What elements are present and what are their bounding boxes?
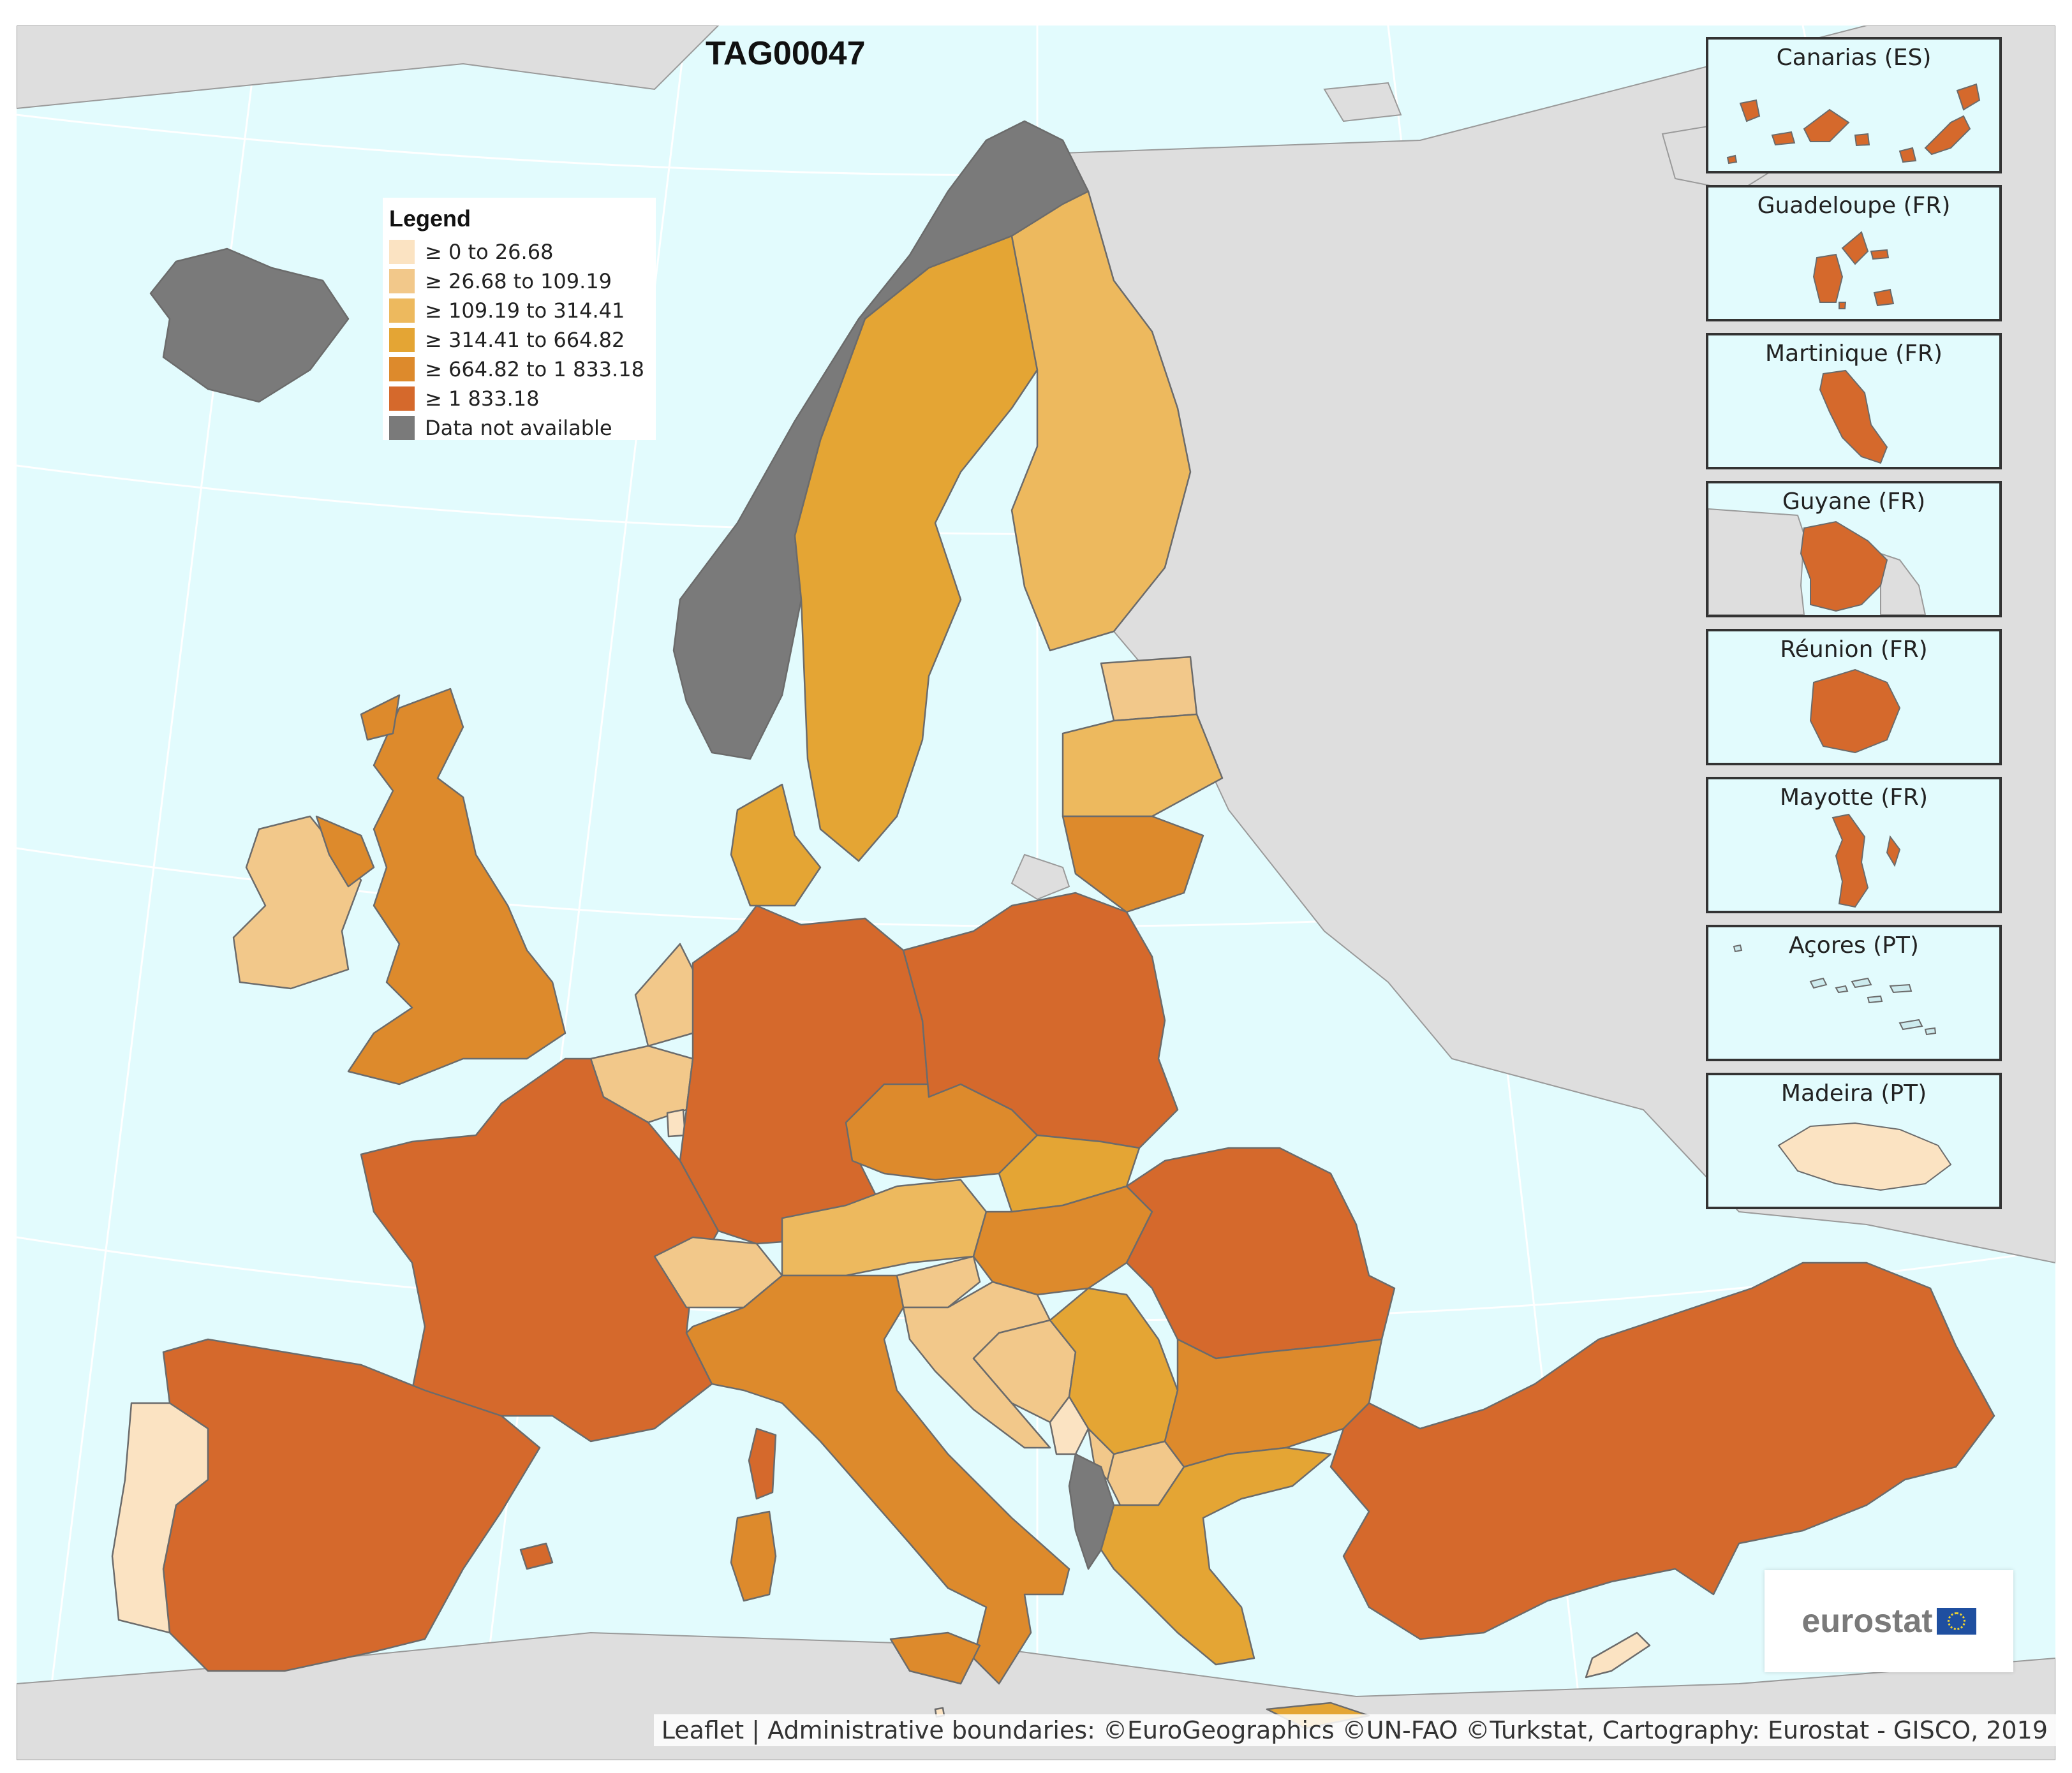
cyprus (1585, 1631, 1651, 1679)
legend-swatch (389, 298, 415, 323)
legend-item: ≥ 1 833.18 (389, 384, 652, 413)
netherlands (634, 943, 700, 1047)
legend-swatch (389, 357, 415, 381)
inset-mayotte[interactable]: Mayotte (FR) (1706, 777, 2002, 913)
montenegro (1049, 1395, 1090, 1455)
inset-map (1812, 231, 1895, 309)
inset-label: Madeira (PT) (1780, 1080, 1927, 1107)
inset-madeira[interactable]: Madeira (PT) (1706, 1073, 2002, 1209)
inset-map (1819, 369, 1888, 464)
inset-label: Réunion (FR) (1780, 636, 1928, 663)
inset-label: Mayotte (FR) (1779, 784, 1928, 811)
map-title: TAG00047 (706, 35, 866, 72)
logo-text: eurostat (1802, 1603, 1933, 1640)
greece (1100, 1446, 1332, 1666)
legend-item: ≥ 109.19 to 314.41 (389, 296, 652, 325)
inset-map (1832, 813, 1901, 908)
estonia (1100, 656, 1198, 722)
sweden (794, 235, 1039, 862)
legend-label: ≥ 314.41 to 664.82 (425, 328, 625, 352)
inset-label: Martinique (FR) (1765, 341, 1943, 367)
denmark (730, 783, 822, 907)
legend-label: ≥ 1 833.18 (425, 386, 540, 411)
legend-label: ≥ 0 to 26.68 (425, 240, 554, 264)
sardinia (730, 1510, 777, 1602)
poland (902, 892, 1179, 1149)
legend-item: ≥ 26.68 to 109.19 (389, 267, 652, 296)
luxembourg (666, 1108, 686, 1138)
inset-guadeloupe[interactable]: Guadeloupe (FR) (1706, 185, 2002, 321)
balearic-islands (519, 1542, 554, 1570)
inset-map (1726, 83, 1981, 165)
inset-guyane[interactable]: Guyane (FR) (1706, 481, 2002, 617)
turkey (1329, 1262, 1995, 1640)
romania (1125, 1147, 1396, 1360)
eurostat-logo[interactable]: eurostat (1765, 1570, 2013, 1672)
legend-label: Data not available (425, 416, 612, 440)
inset-map (1777, 1122, 1952, 1191)
legend-item: ≥ 0 to 26.68 (389, 237, 652, 267)
lithuania (1062, 815, 1204, 913)
inset-label: Guadeloupe (FR) (1757, 193, 1951, 219)
legend-item: Data not available (389, 413, 652, 443)
map-attribution[interactable]: Leaflet | Administrative boundaries: ©Eu… (653, 1714, 2055, 1746)
legend-swatch (389, 416, 415, 440)
finland (1010, 190, 1192, 652)
united-kingdom (347, 688, 566, 1085)
inset-reunion[interactable]: Réunion (FR) (1706, 629, 2002, 765)
iceland (149, 247, 350, 403)
inset-martinique[interactable]: Martinique (FR) (1706, 333, 2002, 469)
legend-label: ≥ 109.19 to 314.41 (425, 298, 625, 323)
eu-flag-icon (1936, 1608, 1976, 1635)
albania (1068, 1453, 1115, 1570)
inset-acores[interactable]: Açores (PT) (1706, 925, 2002, 1061)
legend-label: ≥ 664.82 to 1 833.18 (425, 357, 644, 381)
legend: Legend ≥ 0 to 26.68 ≥ 26.68 to 109.19 ≥ … (383, 198, 656, 440)
corsica (748, 1427, 777, 1500)
legend-swatch (389, 386, 415, 411)
legend-title: Legend (389, 205, 471, 232)
portugal (111, 1402, 209, 1634)
legend-item: ≥ 664.82 to 1 833.18 (389, 355, 652, 384)
legend-swatch (389, 328, 415, 352)
inset-map (1809, 668, 1901, 754)
legend-item: ≥ 314.41 to 664.82 (389, 325, 652, 355)
legend-swatch (389, 269, 415, 293)
scotland-isles (360, 694, 401, 741)
legend-swatch (389, 240, 415, 264)
france (360, 1057, 720, 1443)
northern-ireland (315, 815, 375, 888)
sicily (889, 1631, 981, 1685)
inset-map (1733, 944, 1937, 1036)
italy (685, 1274, 1070, 1685)
inset-label: Açores (PT) (1789, 932, 1919, 959)
inset-label: Canarias (ES) (1776, 45, 1932, 71)
inset-canarias[interactable]: Canarias (ES) (1706, 37, 2002, 173)
legend-label: ≥ 26.68 to 109.19 (425, 269, 612, 293)
inset-label: Guyane (FR) (1782, 489, 1926, 515)
latvia (1062, 713, 1224, 818)
inset-map (1708, 508, 1927, 615)
country-regions (111, 120, 1995, 1730)
